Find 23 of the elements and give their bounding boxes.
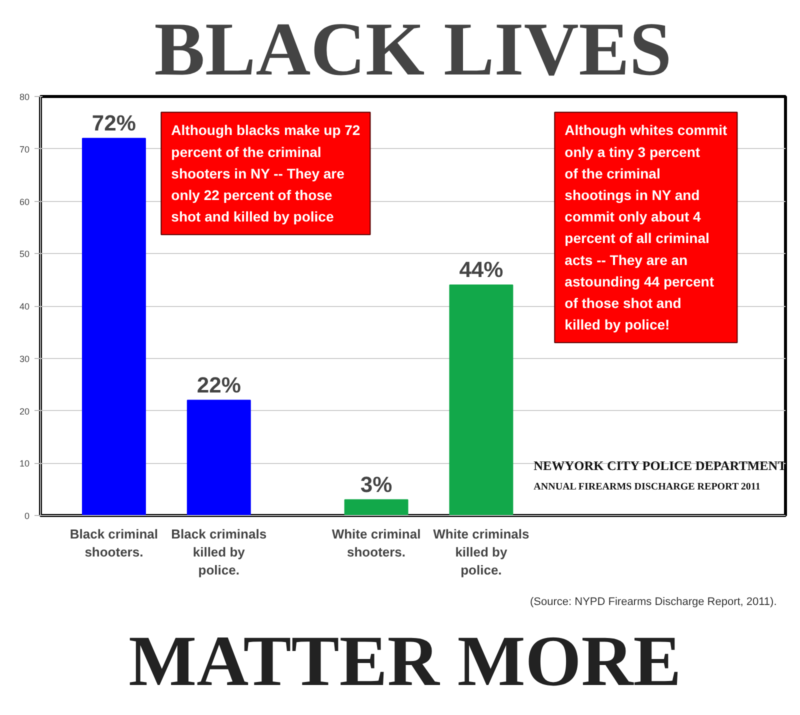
x-tick-label: Black criminal shooters. bbox=[70, 526, 158, 560]
data-label: 3% bbox=[360, 472, 392, 497]
annotation: ANNUAL FIREARMS DISCHARGE REPORT 2011 bbox=[534, 481, 760, 492]
x-tick-label: White criminal shooters. bbox=[332, 526, 421, 560]
text: MATTER MORE bbox=[128, 620, 682, 701]
data-label: 44% bbox=[459, 257, 504, 282]
x-tick-label: Black criminals killed by police. bbox=[171, 526, 267, 578]
y-tick-label: 60 bbox=[19, 196, 30, 207]
data-label: 22% bbox=[196, 372, 241, 398]
y-tick-label: 50 bbox=[19, 249, 30, 260]
data-label: 72% bbox=[92, 110, 136, 136]
chart-title: BLACK LIVES bbox=[154, 8, 672, 92]
y-tick-label: 0 bbox=[24, 511, 30, 521]
y-tick-label: 40 bbox=[19, 302, 30, 312]
text: (Source: NYPD Firearms Discharge Report, 2011). bbox=[530, 595, 777, 610]
y-tick-label: 70 bbox=[19, 144, 30, 154]
y-tick-label: 80 bbox=[19, 92, 30, 102]
y-tick-label: 20 bbox=[19, 406, 30, 416]
text: Although whites commit only a tiny 3 percent of the criminal shootings in NY and commit only about 4 percent of all criminal acts -- They are an astounding 44 percent of those shot and killed by police! bbox=[564, 122, 728, 333]
x-tick-label: White criminals killed by police. bbox=[433, 526, 530, 578]
y-tick-label: 30 bbox=[19, 354, 30, 364]
y-tick-label: 10 bbox=[19, 458, 30, 469]
annotation: Although blacks make up 72 percent of the criminal shooters in NY -- They are only 22 percent of those shot and killed by police bbox=[171, 122, 360, 225]
